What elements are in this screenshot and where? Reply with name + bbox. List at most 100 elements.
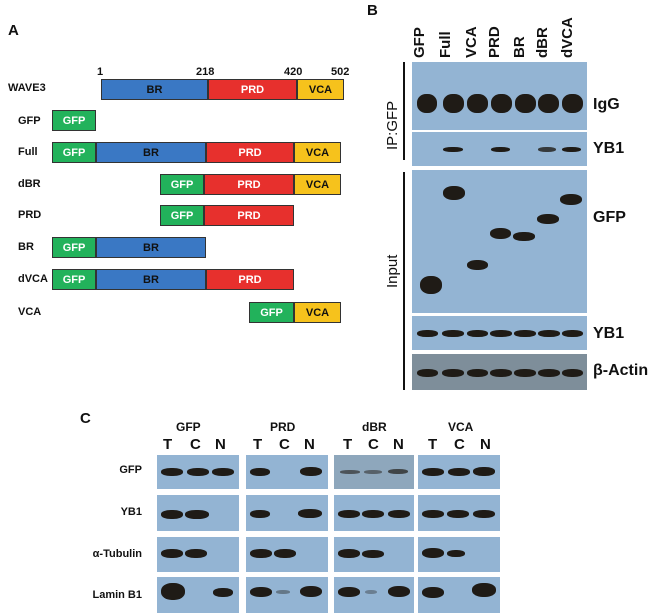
- blot-cell: [418, 537, 500, 572]
- band: [417, 369, 438, 377]
- band: [417, 330, 438, 337]
- domain-br: BR: [96, 237, 206, 258]
- fraction-t: T: [428, 436, 438, 453]
- ip-bracket: [403, 62, 405, 160]
- igg-blot: [412, 62, 587, 130]
- domain-gfp: GFP: [52, 269, 96, 290]
- blot-cell: [246, 577, 328, 613]
- domain-gfp: GFP: [52, 142, 96, 163]
- band: [300, 467, 322, 476]
- blot-label-gfp: GFP: [593, 209, 626, 226]
- band: [562, 147, 581, 152]
- band: [490, 369, 512, 377]
- row-label-br: BR: [18, 241, 34, 253]
- row-label-tubulin: α-Tubulin: [92, 548, 142, 560]
- blot-cell: [418, 577, 500, 613]
- position-1: 1: [97, 66, 104, 78]
- group-title: dBR: [362, 420, 387, 434]
- domain-vca: VCA: [294, 174, 341, 195]
- band: [362, 510, 384, 518]
- domain-gfp: GFP: [160, 174, 204, 195]
- blot-cell: [334, 577, 414, 613]
- band: [513, 232, 535, 241]
- lane-label: PRD: [486, 26, 503, 58]
- band: [364, 470, 382, 474]
- domain-vca: VCA: [294, 142, 341, 163]
- band: [562, 369, 583, 377]
- band: [161, 510, 183, 519]
- band: [417, 94, 437, 113]
- blot-cell: [334, 495, 414, 531]
- band: [447, 510, 469, 518]
- band: [161, 468, 183, 476]
- group-title: GFP: [176, 420, 201, 434]
- band: [473, 510, 495, 518]
- row-label-gfp: GFP: [119, 464, 142, 476]
- band: [161, 583, 185, 600]
- row-label-yb1: YB1: [120, 506, 142, 518]
- band: [185, 549, 207, 558]
- domain-gfp: GFP: [249, 302, 294, 323]
- band: [338, 587, 360, 597]
- panel-b-label: B: [367, 2, 378, 19]
- fraction-t: T: [343, 436, 353, 453]
- band: [490, 228, 511, 239]
- fraction-c: C: [190, 436, 201, 453]
- domain-gfp: GFP: [52, 110, 96, 131]
- band: [538, 330, 560, 337]
- band: [388, 586, 410, 597]
- band: [212, 468, 234, 476]
- fraction-c: C: [454, 436, 465, 453]
- fraction-c: C: [368, 436, 379, 453]
- fraction-n: N: [393, 436, 404, 453]
- row-label-prd: PRD: [18, 209, 42, 221]
- band: [538, 147, 556, 152]
- domain-gfp: GFP: [160, 205, 204, 226]
- blot-label-actin: β-Actin: [593, 362, 649, 379]
- position-502: 502: [331, 66, 350, 78]
- blot-cell: [157, 495, 239, 531]
- blot-label-igg: IgG: [593, 96, 620, 113]
- lane-label: BR: [511, 36, 528, 58]
- band: [562, 94, 583, 113]
- band: [514, 369, 536, 377]
- band: [467, 369, 488, 377]
- band: [537, 214, 559, 224]
- band: [276, 590, 290, 594]
- lane-label: dBR: [534, 27, 551, 58]
- panel-a-label: A: [8, 22, 19, 39]
- band: [422, 468, 444, 476]
- band: [250, 510, 270, 518]
- fraction-c: C: [279, 436, 290, 453]
- domain-prd: PRD: [204, 205, 294, 226]
- blot-label-yb1: YB1: [593, 140, 625, 157]
- band: [422, 587, 444, 598]
- blot-cell: [334, 537, 414, 572]
- domain-br: BR: [96, 142, 206, 163]
- band: [388, 510, 410, 518]
- blot-cell: [418, 455, 500, 489]
- band: [250, 549, 272, 558]
- domain-br: BR: [96, 269, 206, 290]
- band: [515, 94, 536, 113]
- fraction-n: N: [215, 436, 226, 453]
- fraction-n: N: [304, 436, 315, 453]
- lane-label: GFP: [411, 27, 428, 58]
- band: [300, 586, 322, 597]
- position-420: 420: [284, 66, 303, 78]
- lane-label: Full: [437, 31, 454, 58]
- band: [473, 467, 495, 476]
- band: [362, 550, 384, 558]
- input-bracket: [403, 172, 405, 390]
- blot-cell: [157, 537, 239, 572]
- band: [443, 147, 463, 152]
- band: [250, 587, 272, 597]
- band: [250, 468, 270, 476]
- band: [422, 510, 444, 518]
- band: [491, 94, 512, 113]
- blot-cell: [246, 495, 328, 531]
- band: [442, 369, 464, 377]
- row-label-wave3: WAVE3: [8, 82, 46, 94]
- row-label-dbr: dBR: [18, 178, 41, 190]
- blot-cell: [246, 537, 328, 572]
